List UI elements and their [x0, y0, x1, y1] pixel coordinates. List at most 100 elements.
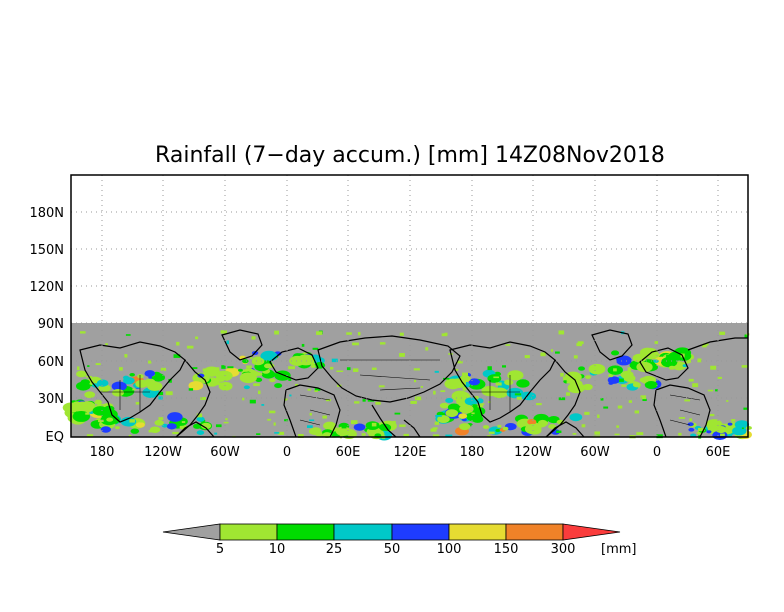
precip-cell — [558, 397, 566, 401]
latitude-labels: 180N 150N 120N 90N 60N 30N EQ — [29, 206, 64, 445]
precip-cell — [221, 365, 226, 369]
precip-cell — [350, 420, 358, 425]
precip-cell — [455, 368, 459, 371]
precip-cell — [502, 426, 509, 431]
precip-cell — [200, 422, 212, 430]
precip-cell — [273, 422, 276, 426]
precip-cell — [505, 344, 511, 346]
colorbar-label: 300 — [551, 542, 576, 557]
precip-cell — [357, 332, 361, 336]
precip-cell — [267, 418, 271, 421]
precip-cell — [719, 331, 726, 335]
precip-cell — [352, 342, 359, 346]
lon-label: 120E — [393, 445, 426, 460]
precip-cell — [111, 381, 127, 391]
colorbar-box — [391, 523, 450, 541]
precip-cell — [98, 419, 104, 423]
precip-cell — [443, 377, 450, 380]
precip-cell — [274, 383, 283, 389]
precip-cell — [420, 386, 423, 388]
precip-cell — [493, 376, 499, 379]
precip-cell — [547, 415, 560, 424]
lat-label: 90N — [38, 317, 64, 332]
precip-cell — [569, 413, 583, 422]
precip-cell — [634, 410, 640, 414]
precip-cell — [227, 366, 234, 369]
precip-cell — [288, 366, 296, 370]
precip-cell — [244, 369, 248, 372]
precip-cell — [550, 349, 554, 352]
precip-cell — [309, 419, 315, 422]
lon-label: 0 — [653, 445, 661, 460]
precip-cell — [678, 417, 686, 419]
precip-cell — [192, 367, 198, 369]
precip-cell — [392, 420, 396, 425]
precip-cell — [488, 431, 495, 434]
precip-cell — [261, 404, 265, 406]
precip-cell — [167, 412, 183, 422]
precip-cell — [77, 366, 80, 371]
precip-cell — [678, 432, 682, 436]
precip-cell — [616, 355, 632, 366]
precip-cell — [432, 434, 440, 437]
colorbar-right-arrow — [562, 523, 621, 541]
precip-cell — [319, 432, 323, 436]
precip-cell — [482, 425, 490, 429]
precip-cell — [717, 376, 722, 379]
precip-cell — [530, 432, 533, 435]
country-borders — [100, 359, 701, 426]
precip-cell — [527, 419, 537, 425]
coastlines — [79, 329, 748, 438]
precip-cell — [611, 350, 620, 356]
precip-cell — [346, 332, 352, 335]
precip-cell — [346, 367, 351, 371]
precip-cell — [572, 432, 577, 435]
lat-label: 120N — [29, 280, 64, 295]
precip-cell — [741, 427, 744, 430]
precip-cell — [497, 424, 502, 428]
lat-label: 30N — [38, 392, 64, 407]
colorbar-label: 25 — [326, 542, 343, 557]
precip-cell — [94, 399, 102, 405]
precip-cell — [125, 334, 131, 336]
precip-cell — [354, 401, 360, 404]
precip-cell — [581, 424, 586, 428]
precip-cell — [435, 414, 442, 417]
precip-cell — [166, 423, 177, 430]
precip-cell — [502, 365, 507, 368]
map-panel — [62, 174, 752, 441]
precip-cell — [310, 364, 316, 369]
precip-cell — [451, 390, 469, 402]
precip-cell — [578, 366, 585, 371]
precip-cell — [78, 401, 96, 412]
precip-cell — [413, 368, 420, 371]
precip-cell — [536, 403, 542, 406]
precip-cell — [79, 402, 82, 405]
precip-cell — [504, 379, 514, 386]
precip-cell — [432, 427, 438, 430]
precip-cell — [217, 382, 223, 386]
precip-cell — [688, 378, 694, 382]
precip-cell — [316, 331, 323, 335]
precip-cell — [256, 433, 261, 435]
precip-cell — [399, 424, 406, 427]
lat-label: 60N — [38, 355, 64, 370]
map-title: Rainfall (7−day accum.) [mm] 14Z08Nov201… — [155, 143, 665, 168]
precip-cell — [614, 433, 620, 436]
precip-cell — [112, 389, 124, 397]
precip-cell — [594, 431, 600, 435]
precip-cell — [331, 358, 338, 363]
precip-cell — [129, 372, 135, 377]
lon-label: 120W — [514, 445, 552, 460]
precip-cell — [618, 378, 624, 382]
precip-cell — [684, 399, 691, 402]
precip-cell — [84, 391, 96, 399]
precip-cell — [135, 379, 149, 388]
precip-cell — [577, 341, 584, 345]
precip-cell — [687, 422, 694, 427]
colorbar-label: 10 — [269, 542, 286, 557]
precip-cell — [642, 398, 647, 401]
grid-lines — [71, 175, 748, 437]
precip-cell — [477, 404, 484, 408]
precip-cell — [295, 383, 299, 387]
